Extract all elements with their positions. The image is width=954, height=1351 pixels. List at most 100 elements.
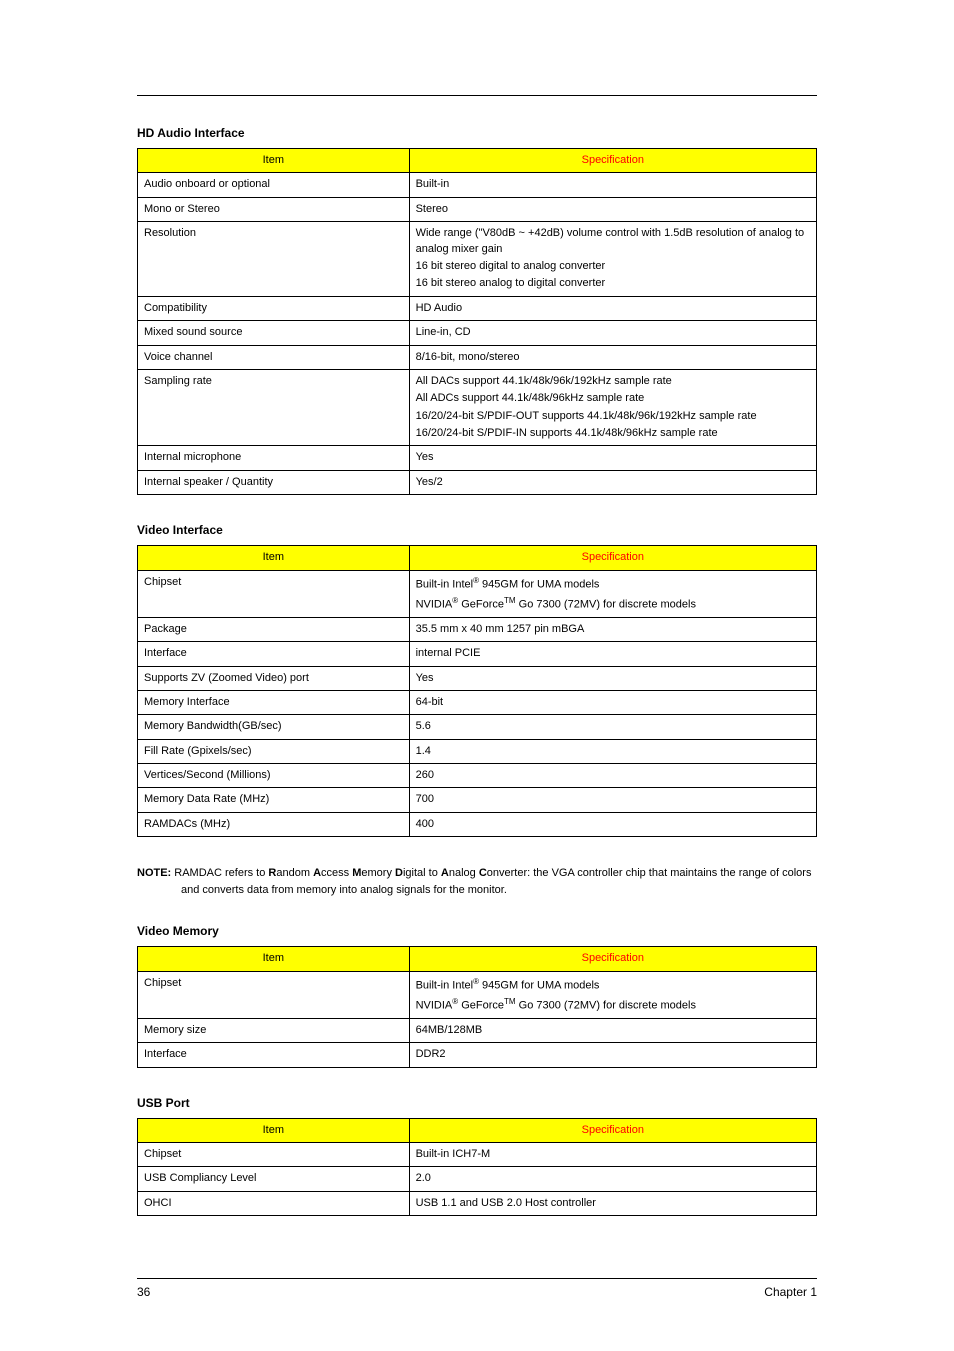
video-interface-title: Video Interface	[137, 523, 817, 537]
cell-item: Vertices/Second (Millions)	[138, 764, 410, 788]
video-interface-table: Item Specification ChipsetBuilt-in Intel…	[137, 545, 817, 837]
table-row: Internal speaker / QuantityYes/2	[138, 470, 817, 494]
cell-item: Voice channel	[138, 345, 410, 369]
cell-item: Memory Interface	[138, 690, 410, 714]
cell-spec: 700	[409, 788, 816, 812]
usb-port-table: Item Specification ChipsetBuilt-in ICH7-…	[137, 1118, 817, 1217]
cell-spec: internal PCIE	[409, 642, 816, 666]
cell-spec: 64-bit	[409, 690, 816, 714]
cell-spec: Built-in Intel® 945GM for UMA models NVID…	[409, 971, 816, 1018]
table-row: Package35.5 mm x 40 mm 1257 pin mBGA	[138, 617, 817, 641]
cell-spec: Yes	[409, 666, 816, 690]
table-row: Fill Rate (Gpixels/sec)1.4	[138, 739, 817, 763]
video-memory-title: Video Memory	[137, 924, 817, 938]
table-row: ChipsetBuilt-in Intel® 945GM for UMA mod…	[138, 570, 817, 617]
cell-spec: 64MB/128MB	[409, 1018, 816, 1042]
page-number: 36	[137, 1285, 150, 1299]
hd-audio-title: HD Audio Interface	[137, 126, 817, 140]
table-row: Internal microphoneYes	[138, 446, 817, 470]
cell-item: Chipset	[138, 570, 410, 617]
cell-item: Compatibility	[138, 296, 410, 320]
hd-audio-body: Audio onboard or optionalBuilt-inMono or…	[138, 173, 817, 495]
top-rule	[137, 95, 817, 96]
footer: 36 Chapter 1	[137, 1278, 817, 1299]
cell-item: Memory Data Rate (MHz)	[138, 788, 410, 812]
table-row: USB Compliancy Level2.0	[138, 1167, 817, 1191]
table-row: CompatibilityHD Audio	[138, 296, 817, 320]
hd-audio-header-item: Item	[138, 149, 410, 173]
table-row: Sampling rateAll DACs support 44.1k/48k/…	[138, 369, 817, 446]
spec-line: Built-in Intel® 945GM for UMA models	[416, 575, 810, 593]
cell-item: Mixed sound source	[138, 321, 410, 345]
cell-item: Internal speaker / Quantity	[138, 470, 410, 494]
cell-spec: Line-in, CD	[409, 321, 816, 345]
table-row: Vertices/Second (Millions)260	[138, 764, 817, 788]
cell-spec: USB 1.1 and USB 2.0 Host controller	[409, 1191, 816, 1215]
table-row: Memory Bandwidth(GB/sec)5.6	[138, 715, 817, 739]
video-interface-header-item: Item	[138, 546, 410, 570]
cell-spec: 260	[409, 764, 816, 788]
cell-spec: Built-in ICH7-M	[409, 1142, 816, 1166]
table-row: Memory Interface64-bit	[138, 690, 817, 714]
cell-spec: 35.5 mm x 40 mm 1257 pin mBGA	[409, 617, 816, 641]
cell-item: Interface	[138, 1043, 410, 1067]
table-row: Voice channel8/16-bit, mono/stereo	[138, 345, 817, 369]
cell-item: Fill Rate (Gpixels/sec)	[138, 739, 410, 763]
cell-spec: 2.0	[409, 1167, 816, 1191]
table-row: Mono or StereoStereo	[138, 197, 817, 221]
cell-spec: HD Audio	[409, 296, 816, 320]
ramdac-note: NOTE: RAMDAC refers to Random Access Mem…	[137, 865, 817, 898]
cell-item: Chipset	[138, 1142, 410, 1166]
video-interface-header-spec: Specification	[409, 546, 816, 570]
note-prefix: NOTE:	[137, 867, 174, 879]
cell-item: OHCI	[138, 1191, 410, 1215]
cell-item: Mono or Stereo	[138, 197, 410, 221]
video-memory-header-spec: Specification	[409, 947, 816, 971]
cell-spec: Stereo	[409, 197, 816, 221]
cell-item: Resolution	[138, 222, 410, 297]
usb-port-header-item: Item	[138, 1118, 410, 1142]
cell-spec: 400	[409, 812, 816, 836]
cell-item: Internal microphone	[138, 446, 410, 470]
video-interface-body: ChipsetBuilt-in Intel® 945GM for UMA mod…	[138, 570, 817, 837]
table-row: Supports ZV (Zoomed Video) portYes	[138, 666, 817, 690]
cell-spec: Yes/2	[409, 470, 816, 494]
cell-item: Interface	[138, 642, 410, 666]
table-row: Memory size64MB/128MB	[138, 1018, 817, 1042]
video-memory-header-item: Item	[138, 947, 410, 971]
video-memory-body: ChipsetBuilt-in Intel® 945GM for UMA mod…	[138, 971, 817, 1067]
cell-item: Supports ZV (Zoomed Video) port	[138, 666, 410, 690]
table-row: Audio onboard or optionalBuilt-in	[138, 173, 817, 197]
cell-item: Package	[138, 617, 410, 641]
cell-item: Memory size	[138, 1018, 410, 1042]
cell-item: Sampling rate	[138, 369, 410, 446]
usb-port-body: ChipsetBuilt-in ICH7-MUSB Compliancy Lev…	[138, 1142, 817, 1215]
table-row: ChipsetBuilt-in ICH7-M	[138, 1142, 817, 1166]
cell-item: Chipset	[138, 971, 410, 1018]
cell-spec: DDR2	[409, 1043, 816, 1067]
spec-line: NVIDIA® GeForceTM Go 7300 (72MV) for dis…	[416, 996, 810, 1014]
table-row: Memory Data Rate (MHz)700	[138, 788, 817, 812]
cell-spec: 8/16-bit, mono/stereo	[409, 345, 816, 369]
spec-line: NVIDIA® GeForceTM Go 7300 (72MV) for dis…	[416, 595, 810, 613]
usb-port-title: USB Port	[137, 1096, 817, 1110]
table-row: Mixed sound sourceLine-in, CD	[138, 321, 817, 345]
cell-item: RAMDACs (MHz)	[138, 812, 410, 836]
cell-spec: 1.4	[409, 739, 816, 763]
table-row: RAMDACs (MHz)400	[138, 812, 817, 836]
table-row: OHCIUSB 1.1 and USB 2.0 Host controller	[138, 1191, 817, 1215]
cell-spec: 5.6	[409, 715, 816, 739]
spec-line: 16 bit stereo analog to digital converte…	[416, 276, 810, 291]
cell-spec: Yes	[409, 446, 816, 470]
video-memory-table: Item Specification ChipsetBuilt-in Intel…	[137, 946, 817, 1067]
cell-spec: Built-in Intel® 945GM for UMA models NVID…	[409, 570, 816, 617]
hd-audio-table: Item Specification Audio onboard or opti…	[137, 148, 817, 495]
spec-line: 16/20/24-bit S/PDIF-OUT supports 44.1k/4…	[416, 409, 810, 424]
table-row: Interfaceinternal PCIE	[138, 642, 817, 666]
spec-line: All ADCs support 44.1k/48k/96kHz sample …	[416, 391, 810, 406]
page: HD Audio Interface Item Specification Au…	[0, 0, 954, 1351]
spec-line: Built-in Intel® 945GM for UMA models	[416, 976, 810, 994]
spec-line: Wide range ("V80dB ~ +42dB) volume contr…	[416, 226, 810, 257]
table-row: ChipsetBuilt-in Intel® 945GM for UMA mod…	[138, 971, 817, 1018]
hd-audio-header-spec: Specification	[409, 149, 816, 173]
